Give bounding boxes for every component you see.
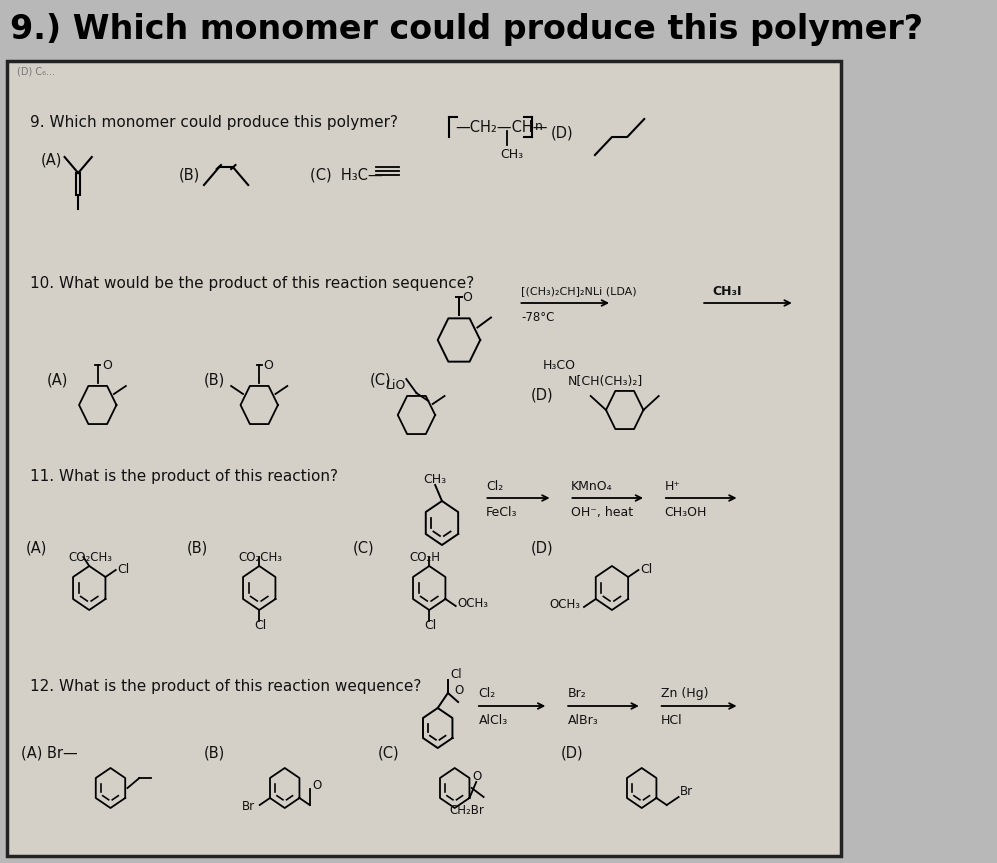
Text: (B): (B) [204,373,225,387]
Text: LiO: LiO [386,379,406,392]
Text: (D) C₆...: (D) C₆... [17,66,55,76]
Text: Cl: Cl [640,563,652,576]
Text: H₃CO: H₃CO [542,358,575,371]
Text: n: n [534,121,542,134]
Text: N[CH(CH₃)₂]: N[CH(CH₃)₂] [567,375,643,387]
Text: 12. What is the product of this reaction wequence?: 12. What is the product of this reaction… [30,678,421,694]
Text: (B): (B) [178,167,199,182]
Text: O: O [312,778,322,791]
Text: Cl₂: Cl₂ [479,686,496,700]
Text: 10. What would be the product of this reaction sequence?: 10. What would be the product of this re… [30,275,474,291]
Text: (A) Br—: (A) Br— [21,746,78,760]
Text: (B): (B) [204,746,225,760]
Text: H⁺: H⁺ [665,480,681,493]
Text: 9.) Which monomer could produce this polymer?: 9.) Which monomer could produce this pol… [10,12,923,46]
Text: AlCl₃: AlCl₃ [479,714,507,727]
Text: FeCl₃: FeCl₃ [487,506,517,519]
Text: CH₃: CH₃ [499,148,522,161]
Text: CO₂CH₃: CO₂CH₃ [68,551,112,564]
Text: O: O [473,770,483,783]
Text: KMnO₄: KMnO₄ [571,480,613,493]
Text: (C): (C) [378,746,400,760]
Text: (D): (D) [531,387,553,402]
Text: Zn (Hg): Zn (Hg) [661,686,709,700]
Text: (C): (C) [370,373,392,387]
Text: -78°C: -78°C [521,311,554,324]
Text: AlBr₃: AlBr₃ [567,714,598,727]
Text: CO₂CH₃: CO₂CH₃ [238,551,282,564]
Text: Cl: Cl [424,619,437,632]
Text: (A): (A) [26,540,47,556]
Text: O: O [263,358,273,371]
Text: —CH₂—CH—: —CH₂—CH— [456,119,548,135]
Text: OCH₃: OCH₃ [458,596,489,609]
Text: CH₃OH: CH₃OH [665,506,707,519]
Text: (C): (C) [353,540,374,556]
Text: (D): (D) [561,746,583,760]
Text: O: O [455,683,464,696]
Text: CH₃I: CH₃I [712,285,742,298]
Text: Cl: Cl [118,563,130,576]
Text: O: O [102,358,112,371]
Text: Br: Br [241,799,255,812]
Text: (B): (B) [187,540,208,556]
Text: OCH₃: OCH₃ [549,597,581,610]
Text: 9. Which monomer could produce this polymer?: 9. Which monomer could produce this poly… [30,115,398,129]
Text: (C)  H₃C—: (C) H₃C— [310,167,383,182]
Text: HCl: HCl [661,714,683,727]
Text: (A): (A) [41,153,62,167]
Text: Cl: Cl [451,667,462,681]
Text: (D): (D) [550,125,573,141]
Text: Cl: Cl [254,619,266,632]
Text: O: O [463,291,473,304]
Text: Br: Br [680,784,694,797]
Text: (A): (A) [47,373,68,387]
Text: CO₂H: CO₂H [410,551,441,564]
Text: Cl₂: Cl₂ [487,480,503,493]
Text: 11. What is the product of this reaction?: 11. What is the product of this reaction… [30,469,338,483]
Text: Br₂: Br₂ [567,686,586,700]
Text: CH₂Br: CH₂Br [449,803,484,816]
Text: OH⁻, heat: OH⁻, heat [571,506,633,519]
Bar [0,0,847,58]
Text: (D): (D) [531,540,553,556]
Text: [(CH₃)₂CH]₂NLi (LDA): [(CH₃)₂CH]₂NLi (LDA) [521,286,637,296]
Text: CH₃: CH₃ [424,473,447,486]
